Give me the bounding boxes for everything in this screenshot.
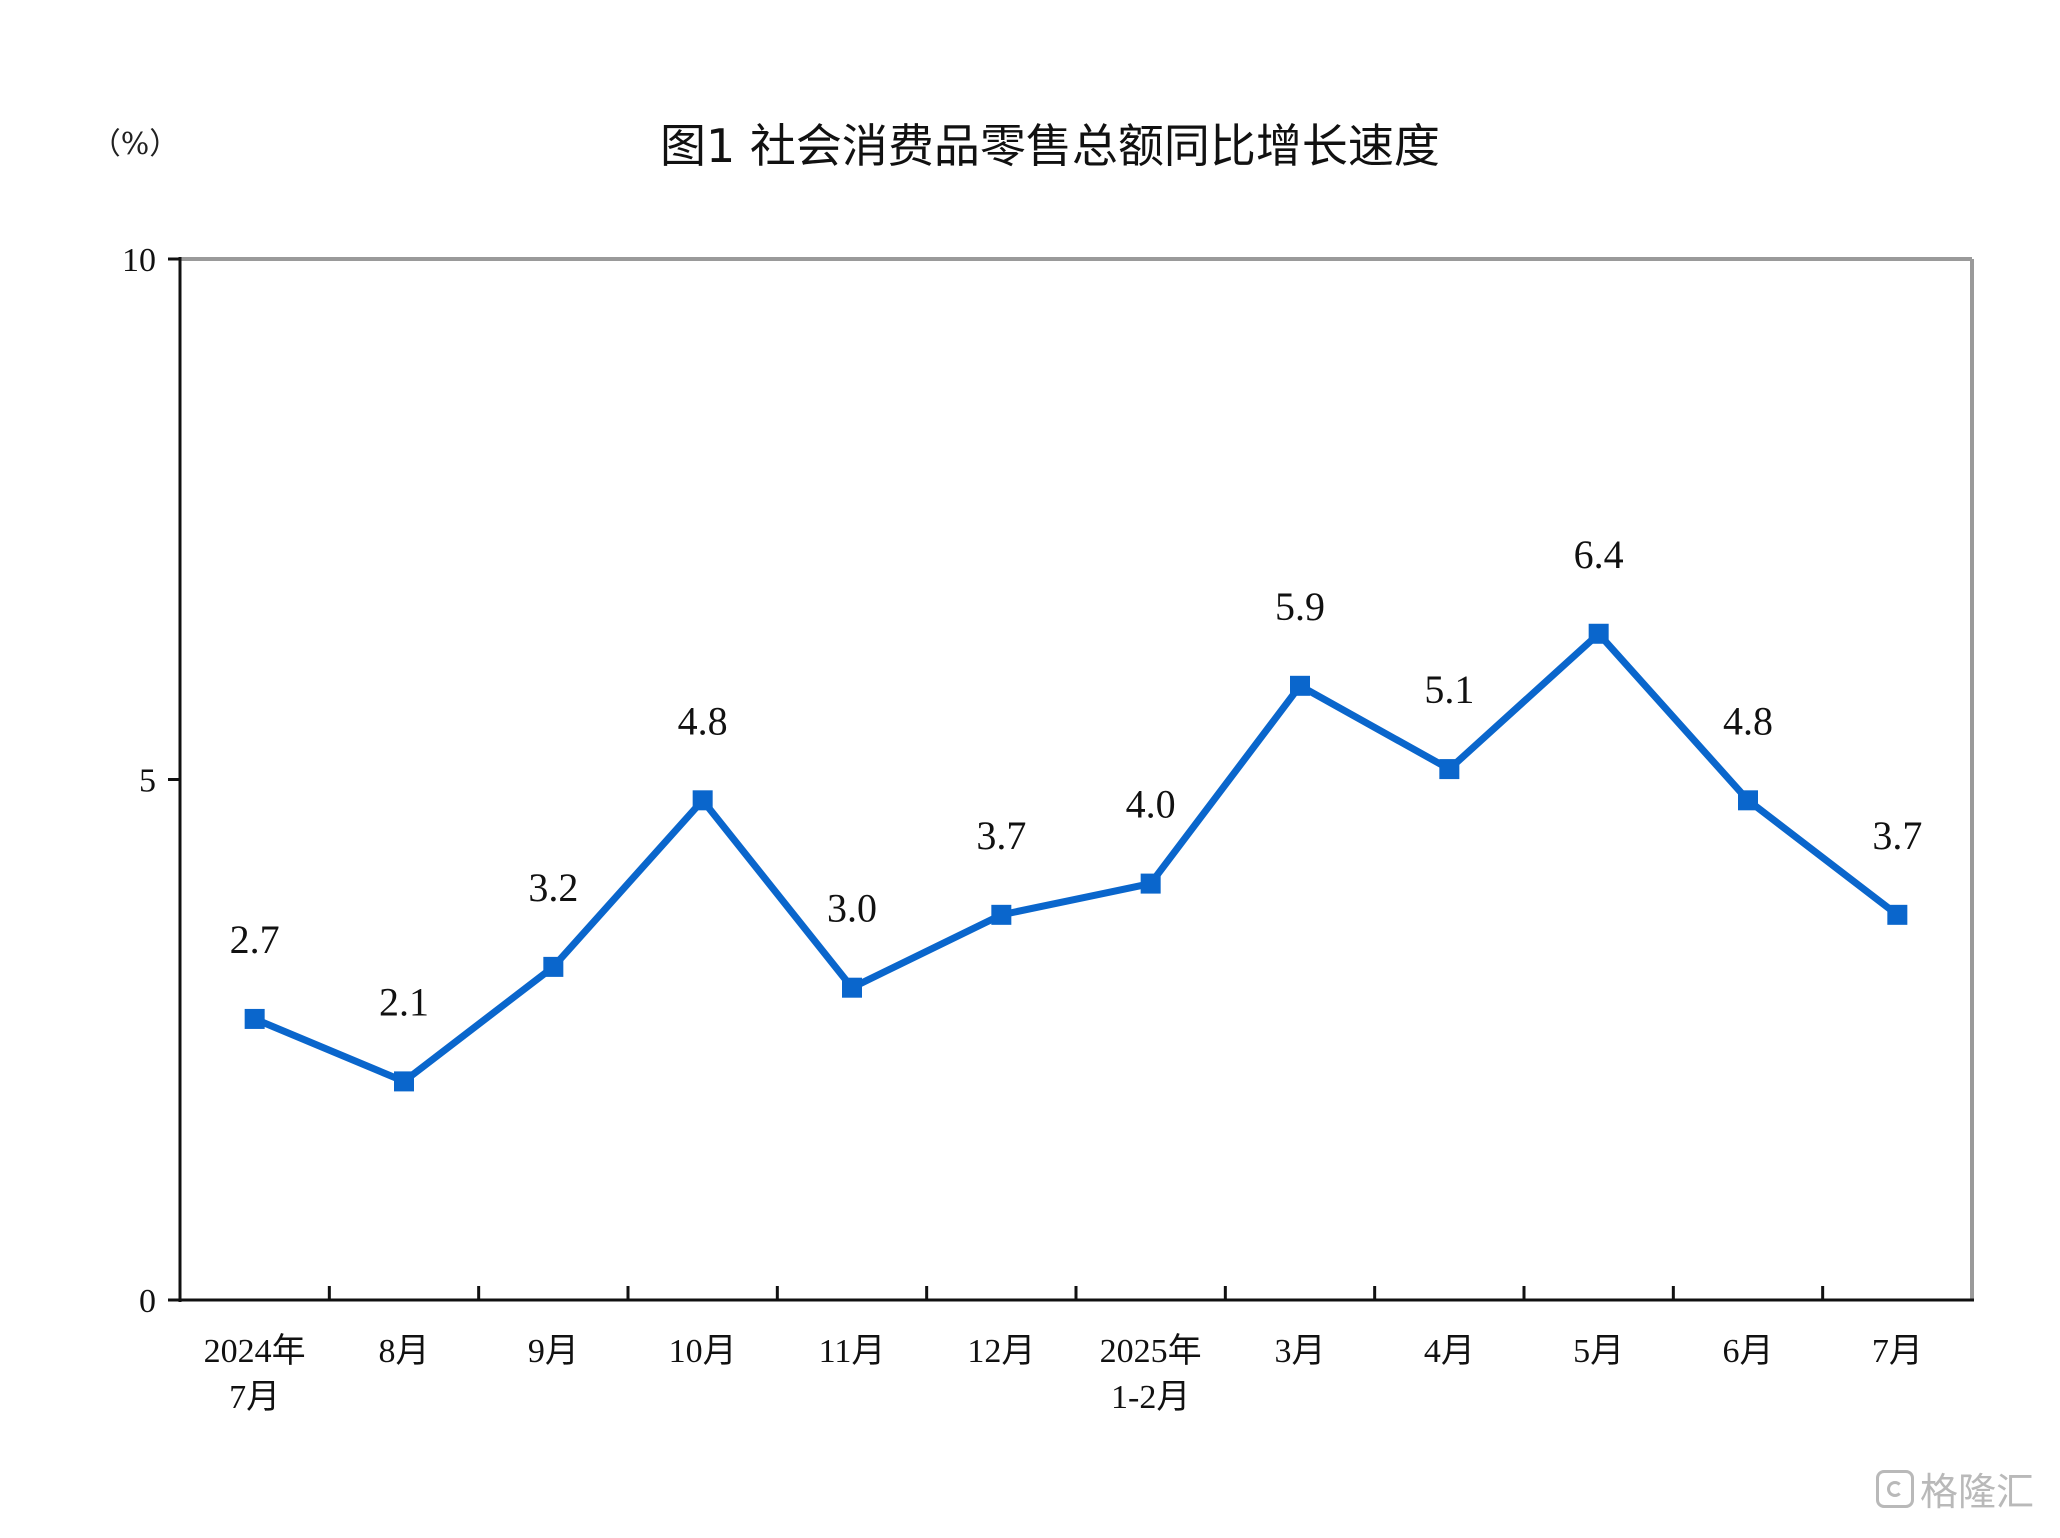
- data-point-marker: [692, 790, 713, 811]
- data-point-marker: [1887, 904, 1908, 925]
- watermark: 格隆汇: [1875, 1461, 2034, 1516]
- y-axis-unit-label: （%）: [91, 127, 180, 162]
- data-label: 4.8: [678, 698, 728, 743]
- data-label: 6.4: [1574, 532, 1624, 577]
- x-tick-label: 11月: [819, 1333, 886, 1370]
- data-label: 2.1: [379, 979, 429, 1024]
- data-label: 2.7: [230, 917, 280, 962]
- data-point-marker: [1588, 623, 1609, 644]
- x-tick-label: 7月: [1872, 1333, 1923, 1370]
- data-point-marker: [842, 977, 862, 998]
- series-layer: [244, 623, 1908, 1092]
- x-tick-label: 12月: [967, 1333, 1035, 1370]
- x-tick-label: 8月: [379, 1333, 430, 1370]
- data-point-marker: [991, 904, 1012, 925]
- data-label: 3.7: [976, 813, 1026, 858]
- data-label: 3.7: [1872, 813, 1922, 858]
- data-label: 3.2: [528, 865, 578, 910]
- series-line: [250, 628, 1903, 1086]
- chart-title: 图1 社会消费品零售总额同比增长速度: [660, 119, 1440, 173]
- data-point-marker: [1738, 790, 1758, 811]
- x-axis-ticks: 2024年 7月 8月 9月 10月 11月 12月 2025年 1-2月 3月 4月 5月 6月 7月: [204, 1286, 1923, 1416]
- data-point-marker: [394, 1071, 414, 1092]
- y-tick-label: 5: [139, 763, 156, 800]
- y-axis-ticks: 0 5 10: [122, 242, 180, 1320]
- data-label: 4.8: [1723, 698, 1773, 743]
- y-tick-label: 10: [122, 242, 156, 279]
- x-tick-label: 4月: [1424, 1333, 1475, 1370]
- y-tick-label: 0: [139, 1283, 156, 1320]
- x-tick-label: 5月: [1573, 1333, 1624, 1370]
- plot-frame: [178, 257, 1974, 1302]
- x-tick-label: 2024年 7月: [204, 1332, 306, 1416]
- data-labels: 2.7 2.1 3.2 4.8 3.0 3.7 4.0 5.9 5.1 6.4 4.8 3.7: [230, 532, 1923, 1025]
- watermark-text: 格隆汇: [1919, 1470, 2034, 1514]
- x-tick-label: 9月: [528, 1333, 579, 1370]
- x-tick-label: 3月: [1275, 1333, 1326, 1370]
- x-tick-label: 2025年 1-2月: [1100, 1332, 1202, 1416]
- data-label: 4.0: [1126, 782, 1176, 827]
- x-tick-label: 10月: [669, 1333, 737, 1370]
- data-point-marker: [1140, 873, 1161, 894]
- data-point-marker: [543, 956, 564, 977]
- data-label: 5.1: [1424, 667, 1474, 712]
- x-tick-label: 6月: [1723, 1333, 1774, 1370]
- data-label: 5.9: [1275, 584, 1325, 629]
- data-point-marker: [1290, 675, 1310, 696]
- data-point-marker: [1439, 759, 1460, 780]
- data-label: 3.0: [827, 886, 877, 931]
- data-point-marker: [244, 1008, 265, 1029]
- gelonghui-logo-icon: [1875, 1469, 1914, 1508]
